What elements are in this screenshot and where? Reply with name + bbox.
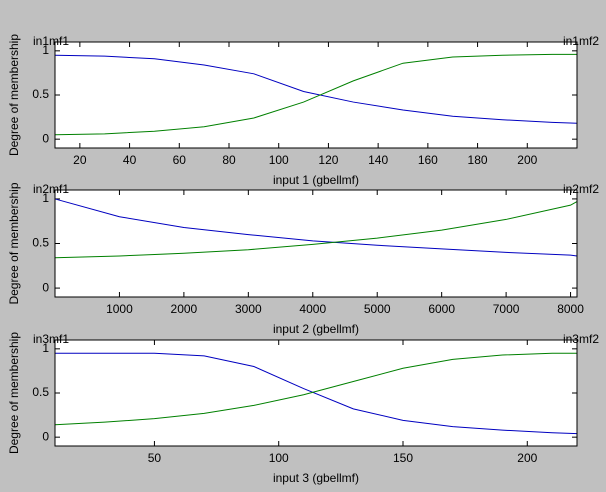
mf-label: in1mf1 xyxy=(33,34,69,48)
x-tick-label: 160 xyxy=(418,153,438,167)
x-tick-label: 60 xyxy=(173,153,187,167)
x-tick-label: 1000 xyxy=(106,302,133,316)
plot-area xyxy=(55,42,577,148)
axes-box xyxy=(54,41,578,149)
mf-label: in2mf1 xyxy=(33,182,69,196)
mf-curve xyxy=(55,352,578,435)
plot-area xyxy=(55,190,577,297)
mf-label: in1mf2 xyxy=(563,34,599,48)
x-tick-label: 200 xyxy=(517,451,537,465)
x-tick-label: 100 xyxy=(269,153,289,167)
y-tick-label: 0 xyxy=(42,280,49,294)
x-tick-label: 8000 xyxy=(557,302,584,316)
mf-curve xyxy=(54,53,577,136)
y-axis-label: Degree of membership xyxy=(7,332,21,454)
mf-label: in3mf1 xyxy=(33,332,69,346)
y-tick-label: 1 xyxy=(42,341,49,355)
y-tick-label: 0 xyxy=(42,131,49,145)
axes-box xyxy=(54,339,578,447)
x-tick-label: 5000 xyxy=(364,302,391,316)
x-tick-label: 180 xyxy=(468,153,488,167)
plot-area xyxy=(55,340,577,446)
y-tick-label: 0.5 xyxy=(32,236,49,250)
y-axis-label: Degree of membership xyxy=(7,182,21,304)
mf-label: in2mf2 xyxy=(563,182,599,196)
x-tick-label: 40 xyxy=(123,153,137,167)
x-tick-label: 2000 xyxy=(171,302,198,316)
mf-label: in3mf2 xyxy=(563,332,599,346)
x-axis-label: input 3 (gbellmf) xyxy=(273,471,359,485)
y-tick-label: 0 xyxy=(42,429,49,443)
axes-box xyxy=(54,189,578,298)
x-tick-label: 4000 xyxy=(299,302,326,316)
x-tick-label: 6000 xyxy=(428,302,455,316)
mf-curve xyxy=(54,198,578,257)
x-axis-label: input 1 (gbellmf) xyxy=(273,173,359,187)
y-tick-label: 1 xyxy=(42,191,49,205)
y-tick-label: 0.5 xyxy=(32,385,49,399)
y-axis-label: Degree of membership xyxy=(7,34,21,156)
x-tick-label: 80 xyxy=(222,153,236,167)
mf-curve xyxy=(54,54,578,124)
x-tick-label: 50 xyxy=(148,451,162,465)
x-tick-label: 20 xyxy=(73,153,87,167)
x-tick-label: 140 xyxy=(368,153,388,167)
x-tick-label: 3000 xyxy=(235,302,262,316)
x-tick-label: 150 xyxy=(393,451,413,465)
x-tick-label: 7000 xyxy=(493,302,520,316)
x-tick-label: 200 xyxy=(517,153,537,167)
y-tick-label: 0.5 xyxy=(32,87,49,101)
x-axis-label: input 2 (gbellmf) xyxy=(273,322,359,336)
mf-curve xyxy=(54,352,577,426)
y-tick-label: 1 xyxy=(42,43,49,57)
x-tick-label: 120 xyxy=(318,153,338,167)
x-tick-label: 100 xyxy=(269,451,289,465)
mf-curve xyxy=(54,201,578,259)
